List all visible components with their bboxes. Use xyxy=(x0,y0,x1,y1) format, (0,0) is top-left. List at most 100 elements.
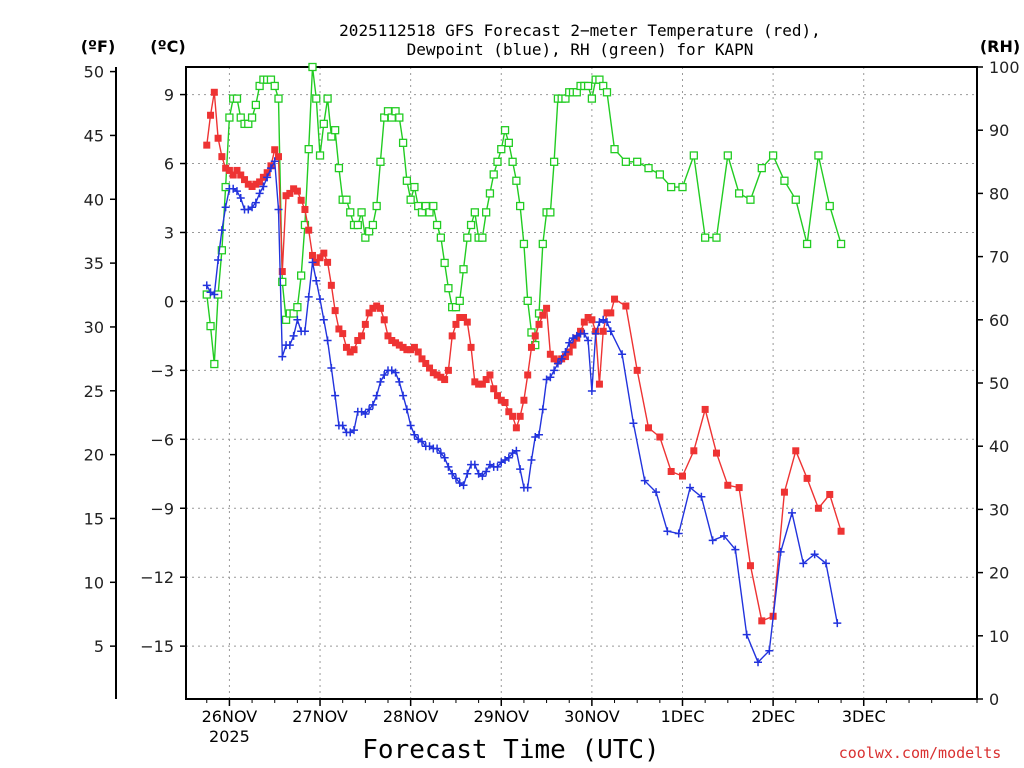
dewpoint-point xyxy=(686,483,695,492)
temperature-point xyxy=(607,309,615,317)
temperature-point xyxy=(324,258,332,266)
temperature-point xyxy=(712,449,720,457)
x-axis-title: Forecast Time (UTC) xyxy=(362,735,659,765)
dewpoint-point xyxy=(731,545,740,554)
dewpoint-point xyxy=(546,373,555,382)
rh-point xyxy=(372,201,381,211)
temperature-point xyxy=(293,187,301,195)
temperature-point xyxy=(275,153,283,161)
dewpoint-point xyxy=(308,258,317,267)
dewpoint-point xyxy=(550,366,559,375)
dewpoint-point xyxy=(236,193,245,202)
dewpoint-point xyxy=(516,465,525,474)
rh-point xyxy=(410,182,419,192)
time-tick-label: 27NOV xyxy=(292,707,348,726)
dewpoint-point xyxy=(293,315,302,324)
temperature-point xyxy=(584,314,592,322)
rh-point xyxy=(549,157,559,166)
temperature-point xyxy=(535,320,543,328)
rh-point xyxy=(432,220,442,230)
rh-point xyxy=(402,176,412,185)
rh-point xyxy=(546,208,555,217)
rh-point xyxy=(508,157,517,166)
dewpoint-point xyxy=(810,550,819,559)
dewpoint-point xyxy=(523,483,532,492)
rh-point xyxy=(429,201,438,211)
temperature-point xyxy=(399,343,407,351)
temperature-point xyxy=(690,447,698,455)
dewpoint-point xyxy=(338,421,347,430)
rh-point xyxy=(312,94,321,103)
dewpoint-point xyxy=(674,529,683,538)
temperature-point xyxy=(580,318,588,326)
rh-axis-unit: (RH) xyxy=(980,37,1020,56)
temperature-point xyxy=(463,318,471,326)
dewpoint-point xyxy=(331,391,340,400)
time-tick-label: 26NOV xyxy=(202,707,258,726)
rh-point xyxy=(497,145,506,154)
rh-point xyxy=(308,62,317,72)
dewpoint-point xyxy=(799,559,808,568)
temperature-point xyxy=(486,371,494,379)
temperature-point xyxy=(837,527,845,535)
rh-point xyxy=(463,233,472,242)
temperature-point xyxy=(452,320,460,328)
temperature-point xyxy=(263,169,271,177)
temperature-point xyxy=(308,251,316,259)
fahrenheit-tick-label: 40 xyxy=(84,190,104,209)
time-tick-year: 2025 xyxy=(209,727,250,746)
temperature-point xyxy=(509,412,517,420)
plot-frame xyxy=(185,66,978,700)
celsius-tick-label: −9 xyxy=(150,499,174,518)
celsius-tick-label: −15 xyxy=(140,637,174,656)
temperature-point xyxy=(301,205,309,213)
temperature-point xyxy=(678,472,686,480)
temperature-line xyxy=(206,92,842,622)
dewpoint-point xyxy=(470,460,479,469)
dewpoint-point xyxy=(368,400,377,409)
temperature-point xyxy=(433,371,441,379)
temperature-point xyxy=(471,378,479,386)
dewpoint-point xyxy=(274,205,283,214)
temperature-point xyxy=(633,366,641,374)
dewpoint-point xyxy=(708,536,717,545)
celsius-tick-label: −6 xyxy=(150,430,174,449)
temperature-point xyxy=(603,309,611,317)
temperature-point xyxy=(611,295,619,303)
fahrenheit-tick-label: 50 xyxy=(84,63,104,82)
temperature-point xyxy=(758,617,766,625)
temperature-point xyxy=(286,189,294,197)
temperature-point xyxy=(210,88,218,96)
temperature-point xyxy=(388,336,396,344)
temperature-point xyxy=(365,309,373,317)
rh-point xyxy=(538,239,547,249)
rh-point xyxy=(323,94,332,103)
dewpoint-point xyxy=(380,370,389,379)
temperature-point xyxy=(546,350,554,358)
temperature-point xyxy=(278,268,286,276)
rh-point xyxy=(251,100,260,110)
rh-point xyxy=(232,94,242,103)
temperature-point xyxy=(361,320,369,328)
rh-point xyxy=(723,151,732,160)
rh-tick-label: 0 xyxy=(989,690,999,709)
fahrenheit-tick-label: 5 xyxy=(94,637,104,656)
temperature-point xyxy=(237,171,245,179)
dewpoint-point xyxy=(584,336,593,345)
rh-point xyxy=(270,81,279,91)
dewpoint-point xyxy=(372,391,381,400)
gridlines xyxy=(186,67,977,699)
dewpoint-point xyxy=(742,630,751,639)
temperature-point xyxy=(271,146,279,154)
temperature-point xyxy=(256,178,264,186)
temperature-point xyxy=(780,488,788,496)
dewpoint-point xyxy=(327,364,336,373)
rh-tick-label: 60 xyxy=(989,311,1009,330)
rh-point xyxy=(655,170,664,179)
rh-point xyxy=(734,189,744,198)
temperature-point xyxy=(252,180,260,188)
temperature-point xyxy=(803,474,811,482)
temperature-point xyxy=(460,314,468,322)
temperature-point xyxy=(746,562,754,570)
celsius-tick-label: −12 xyxy=(140,568,174,587)
